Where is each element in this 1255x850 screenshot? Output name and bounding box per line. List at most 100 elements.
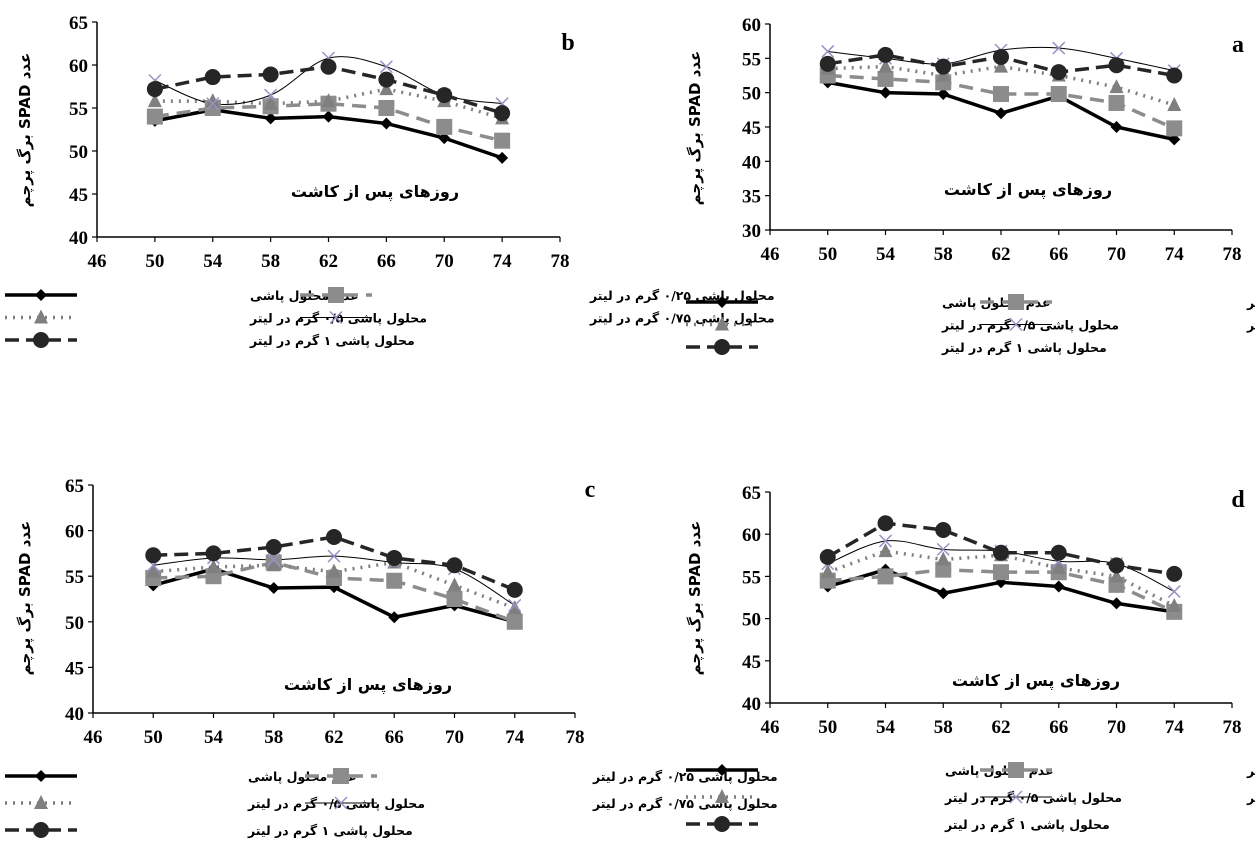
x-tick-label: 74 (1165, 244, 1185, 265)
x-tick-label: 62 (992, 244, 1011, 265)
y-tick-label: 65 (69, 13, 88, 34)
y-tick-label: 45 (65, 658, 84, 679)
legend-label: محلول پاشی ۱ گرم در لیتر (941, 340, 1107, 356)
y-tick-label: 30 (742, 221, 761, 242)
x-tick-label: 50 (144, 727, 163, 748)
x-tick-label: 70 (1107, 244, 1126, 265)
data-point (993, 49, 1009, 65)
data-point (378, 72, 394, 88)
y-tick-label: 45 (69, 185, 88, 206)
data-point (147, 109, 163, 125)
data-point (1168, 586, 1180, 598)
legend-marker (714, 339, 730, 355)
legend-label: محلول پاشی ۱ گرم در لیتر (944, 817, 1110, 833)
x-tick-label: 54 (204, 727, 224, 748)
x-tick-label: 78 (551, 251, 570, 272)
data-point (820, 549, 836, 565)
legend-marker (33, 822, 49, 838)
x-axis-label: روزهای پس از کاشت (291, 182, 459, 202)
x-axis-label: روزهای پس از کاشت (284, 675, 452, 695)
x-tick-label: 70 (445, 727, 464, 748)
chart-panel-b: 40455055606546 50 54 58 62 66 70 74 78bروزهای پس… (5, 13, 775, 349)
chart-panel-a: 30 35 40 45 50 55 60 46 50 54 58 62 66 70 74 78 a روزهای … (686, 15, 1255, 356)
y-tick-label: 50 (69, 142, 88, 163)
data-point (1051, 545, 1067, 561)
legend-marker (33, 332, 49, 348)
x-tick-label: 54 (876, 244, 896, 265)
y-tick-label: 60 (742, 15, 761, 36)
y-axis-label: عدد SPAD برگ پرچم (686, 51, 705, 206)
x-tick-label: 46 (84, 727, 103, 748)
legend-marker (714, 816, 730, 832)
data-point (494, 105, 510, 121)
data-point (1109, 557, 1125, 573)
data-point (321, 59, 337, 75)
chart-panel-c: 40455055606546 50 54 58 62 66 70 74 78cروزهای پس… (5, 476, 778, 839)
data-point (263, 66, 279, 82)
legend: عدم محلول پاشیمحلول پاشی ۰/۲۵ گرم در لیت… (5, 768, 778, 839)
data-point (1051, 86, 1067, 102)
data-point (1111, 597, 1123, 609)
panel-letter: c (585, 477, 596, 503)
y-tick-label: 40 (742, 152, 761, 173)
data-point (935, 59, 951, 75)
x-tick-label: 50 (145, 251, 164, 272)
legend-label: محلول پاشی ۰/۷۵ گرم در لیتر (1246, 790, 1255, 806)
legend-marker (35, 770, 47, 782)
data-point (388, 611, 400, 623)
data-point (878, 568, 894, 584)
data-point (448, 577, 462, 591)
data-point (266, 539, 282, 555)
data-point (1167, 97, 1181, 111)
data-point (378, 100, 394, 116)
data-point (993, 545, 1009, 561)
y-tick-label: 60 (69, 56, 88, 77)
data-point (1053, 581, 1065, 593)
x-tick-label: 74 (493, 251, 513, 272)
data-point (993, 564, 1009, 580)
x-tick-label: 66 (377, 251, 396, 272)
data-point (380, 117, 392, 129)
data-point (1166, 120, 1182, 136)
y-tick-label: 50 (65, 613, 84, 634)
y-tick-label: 40 (65, 704, 84, 725)
data-point (820, 56, 836, 72)
legend-label: محلول پاشی ۰/۲۵ گرم در لیتر (1246, 295, 1255, 311)
data-point (1110, 79, 1124, 93)
x-tick-label: 62 (325, 727, 344, 748)
data-point (1109, 57, 1125, 73)
legend-label: محلول پاشی ۱ گرم در لیتر (247, 823, 413, 839)
data-point (878, 47, 894, 63)
y-tick-label: 50 (742, 84, 761, 105)
data-point (326, 529, 342, 545)
legend-label: محلول پاشی ۰/۷۵ گرم در لیتر (1246, 318, 1255, 334)
y-tick-label: 55 (742, 567, 761, 588)
data-point (993, 86, 1009, 102)
y-tick-label: 55 (742, 49, 761, 70)
x-tick-label: 62 (319, 251, 338, 272)
y-axis-label: عدد SPAD برگ پرچم (686, 521, 705, 676)
legend-label: محلول پاشی ۱ گرم در لیتر (249, 333, 415, 349)
data-point (205, 69, 221, 85)
data-point (935, 522, 951, 538)
x-tick-label: 46 (88, 251, 107, 272)
y-tick-label: 65 (742, 483, 761, 504)
y-tick-label: 55 (65, 567, 84, 588)
data-point (1166, 566, 1182, 582)
x-tick-label: 78 (1223, 244, 1242, 265)
x-tick-label: 50 (818, 717, 837, 738)
legend-label: محلول پاشی ۰/۷۵ گرم در لیتر (592, 796, 778, 812)
x-axis-label: روزهای پس از کاشت (944, 180, 1112, 200)
x-tick-label: 66 (1049, 717, 1068, 738)
legend-label: محلول پاشی ۰/۷۵ گرم در لیتر (589, 311, 775, 327)
data-point (1109, 95, 1125, 111)
y-tick-label: 40 (742, 694, 761, 715)
y-tick-label: 55 (69, 99, 88, 120)
y-axis-label: عدد SPAD برگ پرچم (16, 53, 35, 208)
data-point (386, 550, 402, 566)
y-tick-label: 60 (65, 522, 84, 543)
x-tick-label: 74 (1165, 717, 1185, 738)
panel-letter: b (561, 30, 574, 56)
x-tick-label: 58 (264, 727, 283, 748)
